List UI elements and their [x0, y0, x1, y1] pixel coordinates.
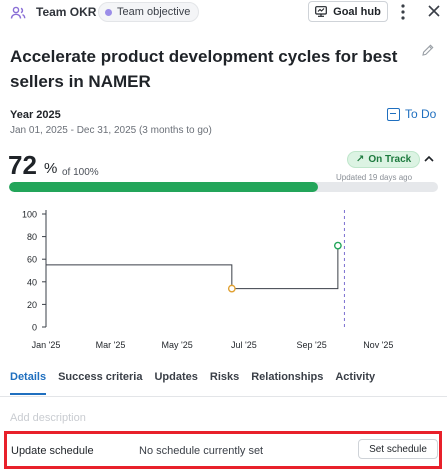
team-objective-dot-icon — [105, 8, 112, 16]
data-point — [227, 284, 236, 293]
period-dates: Jan 01, 2025 - Dec 31, 2025 (3 months to… — [10, 125, 212, 136]
progress-bar — [9, 182, 438, 192]
y-tick-label: 80 — [27, 232, 37, 242]
header-bar: Team OKR Team objective Goal hub — [0, 0, 447, 26]
tab-relationships[interactable]: Relationships — [251, 371, 324, 383]
progress-bar-fill — [9, 182, 318, 192]
x-tick-label: Mar '25 — [96, 340, 126, 350]
y-tick-label: 100 — [22, 210, 37, 220]
edit-icon[interactable] — [421, 43, 435, 57]
trend-arrow-icon: ↗ — [356, 154, 365, 165]
on-track-label: On Track — [368, 154, 412, 165]
progress-of-label: of 100% — [62, 167, 99, 178]
y-tick-label: 40 — [27, 277, 37, 287]
x-tick-label: Nov '25 — [363, 340, 393, 350]
last-updated: Updated 19 days ago — [336, 173, 413, 182]
team-label: Team OKR — [36, 5, 97, 19]
chart-axes: 0 20 40 60 80 100 Jan '25 Mar '25 May '25 Jul '25… — [22, 210, 393, 351]
progress-percent-sign: % — [44, 160, 58, 177]
status-label: To Do — [405, 107, 437, 121]
tab-risks[interactable]: Risks — [209, 371, 240, 383]
progress-percent: 72 — [8, 150, 37, 180]
goal-hub-label: Goal hub — [333, 5, 381, 18]
y-tick-label: 0 — [32, 323, 37, 333]
tab-activity[interactable]: Activity — [335, 371, 376, 383]
x-tick-label: Sep '25 — [297, 340, 327, 350]
close-icon[interactable] — [427, 4, 441, 18]
series-line — [46, 245, 339, 290]
team-objective-label: Team objective — [117, 6, 191, 18]
goal-hub-icon — [315, 6, 328, 17]
on-track-badge[interactable]: ↗ On Track — [347, 151, 421, 168]
y-tick-label: 60 — [27, 255, 37, 265]
detail-tabs: Details Success criteria Updates Risks Relat… — [10, 370, 438, 400]
objective-title: Accelerate product development cycles fo… — [10, 47, 398, 91]
set-schedule-button[interactable]: Set schedule — [358, 439, 438, 459]
tab-updates[interactable]: Updates — [154, 371, 198, 383]
todo-status-icon — [387, 107, 400, 121]
period-title: Year 2025 — [10, 109, 61, 121]
more-options-icon[interactable] — [398, 3, 408, 21]
chevron-up-icon[interactable] — [423, 154, 435, 164]
y-tick-label: 20 — [27, 300, 37, 310]
x-tick-label: Jan '25 — [32, 340, 61, 350]
tabs-divider — [0, 396, 447, 397]
update-schedule-label: Update schedule — [11, 445, 94, 457]
status-dropdown[interactable]: To Do — [387, 107, 436, 121]
x-tick-label: Jul '25 — [231, 340, 257, 350]
team-icon — [10, 6, 26, 19]
goal-hub-button[interactable]: Goal hub — [308, 1, 388, 22]
team-objective-chip[interactable]: Team objective — [98, 2, 200, 22]
progress-chart: 0 20 40 60 80 100 Jan '25 Mar '25 May '25 Jul '25… — [22, 210, 393, 351]
chart-series — [46, 241, 342, 293]
x-tick-label: May '25 — [162, 340, 193, 350]
tab-details[interactable]: Details — [10, 370, 47, 395]
update-schedule-value: No schedule currently set — [139, 445, 264, 457]
add-description-field[interactable]: Add description — [10, 412, 86, 424]
tab-success-criteria[interactable]: Success criteria — [58, 371, 143, 383]
data-point — [333, 241, 342, 250]
update-schedule-row: Update schedule No schedule currently se… — [4, 431, 442, 469]
